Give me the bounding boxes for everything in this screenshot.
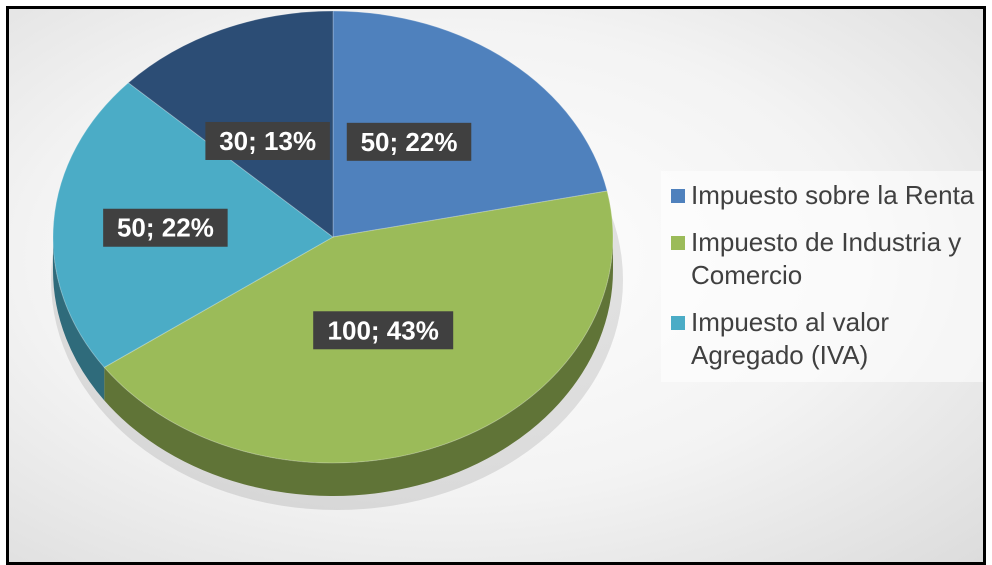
legend-swatch-iva — [671, 316, 685, 330]
legend: Impuesto sobre la Renta Impuesto de Indu… — [661, 171, 983, 382]
pie-side-industria — [104, 237, 614, 496]
legend-swatch-renta — [671, 189, 685, 203]
pie-chart: 50; 22% 100; 43% 50; 22% 30; 13% — [51, 10, 623, 510]
pie-side-iva — [53, 237, 105, 401]
data-label-renta: 50; 22% — [361, 127, 458, 157]
data-label-box-otro — [205, 121, 330, 160]
legend-label-iva: Impuesto al valor Agregado (IVA) — [691, 307, 889, 370]
data-label-otro: 30; 13% — [219, 126, 316, 156]
legend-item-industria: Impuesto de Industria y Comercio — [671, 226, 983, 292]
legend-item-renta: Impuesto sobre la Renta — [671, 179, 983, 212]
legend-label-renta: Impuesto sobre la Renta — [691, 180, 975, 210]
legend-label-industria: Impuesto de Industria y Comercio — [691, 227, 962, 290]
data-label-iva: 50; 22% — [117, 213, 214, 243]
data-label-box-renta — [346, 122, 472, 161]
legend-item-iva: Impuesto al valor Agregado (IVA) — [671, 306, 983, 372]
data-label-box-iva — [103, 208, 228, 247]
data-label-box-industria — [313, 311, 454, 350]
legend-swatch-industria — [671, 236, 685, 250]
chart-frame: 50; 22% 100; 43% 50; 22% 30; 13% Impuesto s… — [6, 6, 986, 565]
data-label-industria: 100; 43% — [328, 315, 439, 345]
